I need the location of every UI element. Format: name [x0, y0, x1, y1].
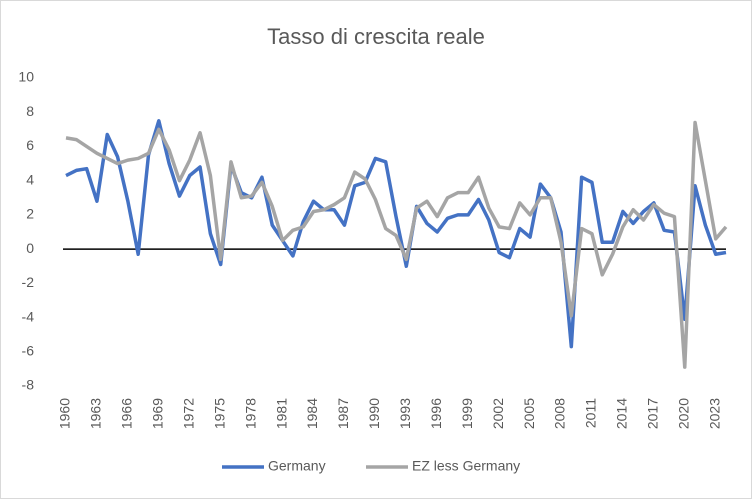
x-tick-label: 1984 — [304, 398, 320, 429]
x-tick-label: 1996 — [428, 398, 444, 429]
x-tick-label: 1987 — [335, 398, 351, 429]
series-line — [65, 120, 728, 369]
y-tick-label: 4 — [26, 171, 34, 187]
chart-title: Tasso di crescita reale — [267, 24, 485, 49]
x-tick-label: 2008 — [552, 398, 568, 429]
x-tick-label: 1960 — [57, 398, 73, 429]
x-tick-label: 2017 — [645, 398, 661, 429]
x-tick-label: 1999 — [459, 398, 475, 429]
x-tick-label: 1978 — [242, 398, 258, 429]
y-tick-label: -6 — [22, 342, 35, 358]
y-tick-label: 2 — [26, 206, 34, 222]
series-line — [65, 119, 727, 349]
x-tick-label: 1969 — [150, 398, 166, 429]
x-tick-label: 1966 — [119, 398, 135, 429]
x-tick-label: 2011 — [583, 398, 599, 428]
x-tick-label: 2014 — [614, 398, 630, 429]
y-tick-label: 0 — [26, 240, 34, 256]
x-tick-label: 1990 — [366, 398, 382, 429]
x-tick-label: 2005 — [521, 398, 537, 429]
y-tick-label: -4 — [22, 308, 35, 324]
legend-label: EZ less Germany — [412, 458, 520, 474]
x-tick-label: 1981 — [273, 398, 289, 429]
legend-label: Germany — [268, 458, 326, 474]
x-tick-label: 2020 — [675, 398, 691, 429]
x-tick-label: 2023 — [706, 398, 722, 429]
y-tick-label: -2 — [22, 274, 35, 290]
x-tick-label: 1963 — [88, 398, 104, 429]
y-tick-label: 8 — [26, 103, 34, 119]
x-tick-label: 1972 — [180, 398, 196, 429]
x-tick-label: 2002 — [490, 398, 506, 429]
x-tick-label: 1993 — [397, 398, 413, 429]
x-tick-label: 1975 — [211, 398, 227, 429]
y-tick-label: -8 — [22, 377, 35, 393]
y-tick-label: 10 — [18, 69, 34, 85]
y-tick-label: 6 — [26, 137, 34, 153]
